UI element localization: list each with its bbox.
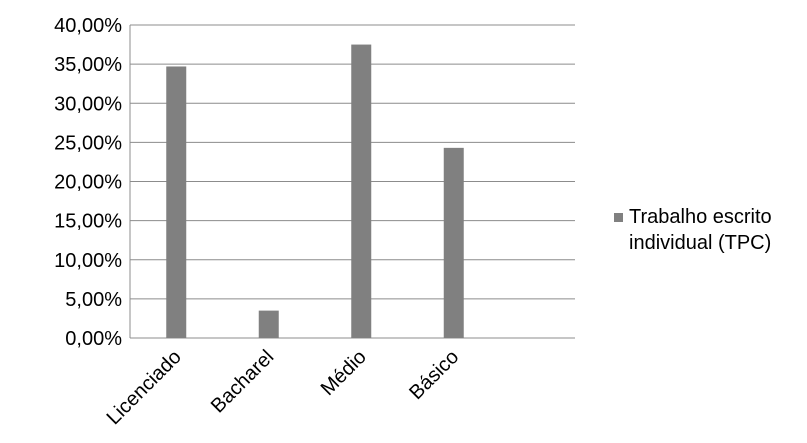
bar bbox=[351, 44, 372, 338]
x-tick-label: Básico bbox=[405, 346, 463, 404]
y-tick-label: 15,00% bbox=[54, 211, 122, 233]
y-tick-label: 25,00% bbox=[54, 132, 122, 154]
y-tick-label: 0,00% bbox=[65, 328, 122, 350]
bar bbox=[166, 66, 187, 338]
x-axis: Licenciado Bacharel Médio Básico bbox=[103, 346, 464, 429]
x-tick-label: Bacharel bbox=[207, 346, 278, 417]
bar bbox=[443, 147, 464, 338]
x-tick-label: Licenciado bbox=[103, 346, 186, 429]
bars bbox=[166, 44, 464, 338]
y-axis: 0,00% 5,00% 10,00% 15,00% 20,00% 25,00% 30,00%… bbox=[54, 15, 122, 350]
y-tick-label: 35,00% bbox=[54, 54, 122, 76]
legend-label: Trabalho escrito individual (TPC) bbox=[629, 206, 772, 254]
y-tick-label: 10,00% bbox=[54, 250, 122, 272]
bar bbox=[258, 310, 279, 338]
x-tick-label: Médio bbox=[317, 346, 371, 400]
legend-swatch bbox=[614, 213, 623, 222]
y-tick-label: 30,00% bbox=[54, 93, 122, 115]
legend: Trabalho escrito individual (TPC) bbox=[614, 204, 807, 256]
y-tick-label: 20,00% bbox=[54, 172, 122, 194]
y-tick-label: 40,00% bbox=[54, 15, 122, 37]
y-tick-label: 5,00% bbox=[65, 289, 122, 311]
